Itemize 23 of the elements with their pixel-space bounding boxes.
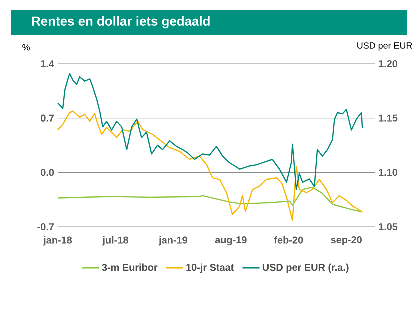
y-tick-label: -0.7 xyxy=(38,223,54,231)
legend-label: 10-jr Staat xyxy=(186,264,234,274)
y2-tick-label: 1.20 xyxy=(379,60,398,68)
line-series xyxy=(57,73,364,191)
x-tick-label: aug-19 xyxy=(215,236,247,246)
y2-axis-title: USD per EUR xyxy=(358,42,412,51)
legend-label: 3-m Euribor xyxy=(102,264,158,272)
x-tick-label: jan-19 xyxy=(158,236,188,246)
x-tick-label: jul-18 xyxy=(102,236,128,246)
x-tick-label: jan-18 xyxy=(43,236,72,246)
y2-tick-label: 1.10 xyxy=(379,169,398,176)
line-series xyxy=(57,186,364,213)
legend-label: USD per EUR (r.a.) xyxy=(262,264,349,274)
chart-title: Rentes en dollar iets gedaald xyxy=(32,16,210,29)
x-tick-label: sep-20 xyxy=(331,236,362,246)
line-series xyxy=(57,110,364,222)
y-tick-label: 0.7 xyxy=(41,114,54,122)
x-tick-label: feb-20 xyxy=(274,236,304,244)
y-tick-label: 1.4 xyxy=(41,60,54,68)
y2-tick-label: 1.05 xyxy=(379,223,398,231)
y-axis-title: % xyxy=(22,44,30,51)
y2-tick-label: 1.15 xyxy=(379,114,398,122)
y-tick-label: 0.0 xyxy=(41,169,54,176)
